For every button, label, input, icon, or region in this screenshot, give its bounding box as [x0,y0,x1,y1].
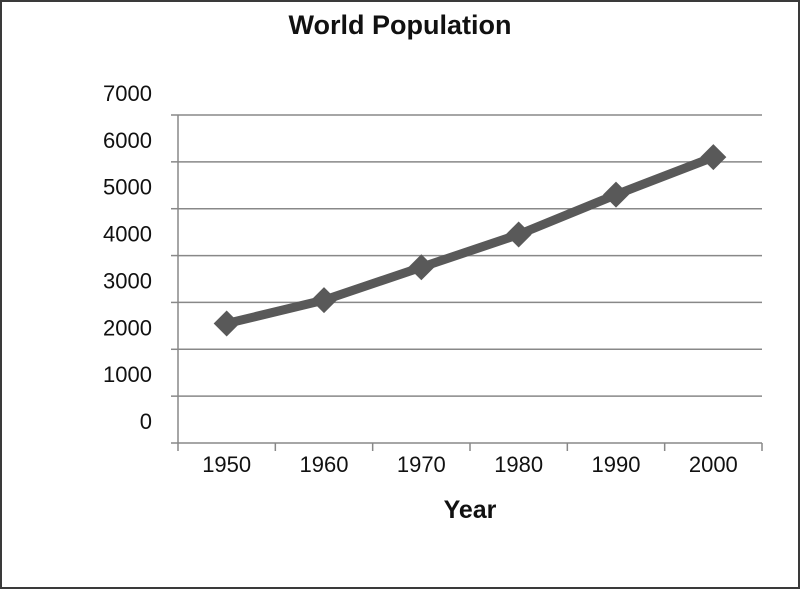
gridlines [178,114,762,397]
x-tick-labels: 1950 1960 1970 1980 1990 2000 [202,452,738,477]
axes [171,114,763,451]
y-tick-label-2000: 2000 [103,315,152,340]
data-point-1950 [213,310,240,337]
y-tick-labels: 7000 6000 5000 4000 3000 2000 1000 0 [103,81,152,434]
y-tick-label-6000: 6000 [103,128,152,153]
y-tick-label-3000: 3000 [103,268,152,293]
y-tick-label-4000: 4000 [103,222,152,247]
y-tick-label-1000: 1000 [103,362,152,387]
data-point-1980 [505,221,532,248]
chart-title: World Population [289,10,512,40]
y-tick-label-0: 0 [140,409,152,434]
x-tick-label-1990: 1990 [592,452,641,477]
y-tick-label-7000: 7000 [103,81,152,106]
x-tick-label-1960: 1960 [300,452,349,477]
data-point-1970 [408,254,435,281]
y-tick-label-5000: 5000 [103,175,152,200]
x-tick-label-1980: 1980 [494,452,543,477]
x-axis-title: Year [444,496,497,524]
x-tick-label-1950: 1950 [202,452,251,477]
series-layer [213,144,727,337]
data-point-1960 [311,287,337,314]
data-point-2000 [700,144,727,171]
x-tick-label-1970: 1970 [397,452,446,477]
x-tick-label-2000: 2000 [689,452,738,477]
data-point-1990 [603,181,629,208]
series-line [222,152,718,329]
